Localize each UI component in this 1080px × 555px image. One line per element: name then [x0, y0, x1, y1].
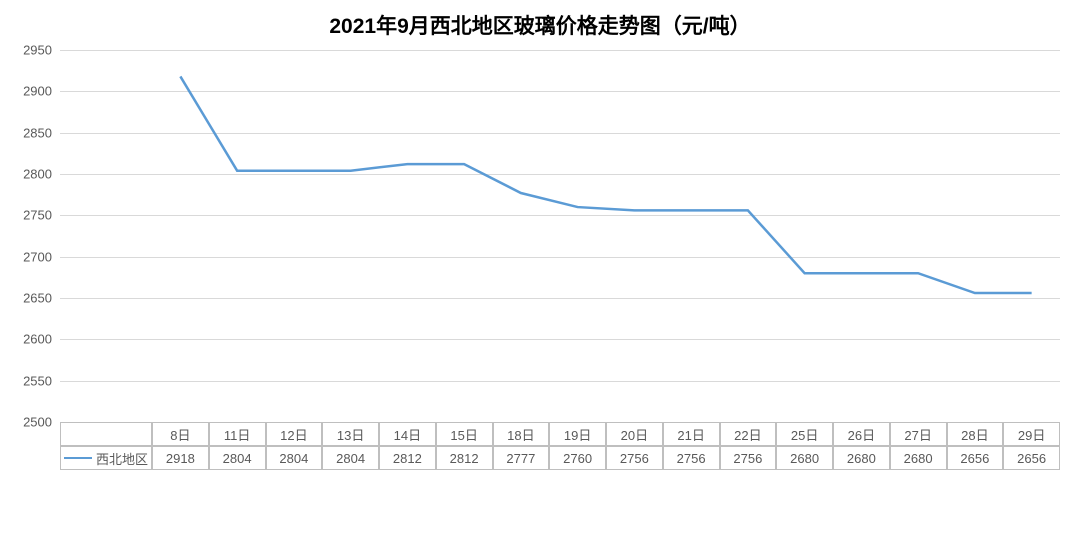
legend-spacer-cell [60, 422, 152, 446]
y-axis-label: 2750 [23, 208, 52, 223]
x-axis-category-cell: 20日 [606, 422, 663, 446]
chart-title: 2021年9月西北地区玻璃价格走势图（元/吨） [0, 10, 1080, 40]
data-value-cell: 2804 [266, 446, 323, 470]
chart-container: 2021年9月西北地区玻璃价格走势图（元/吨） 2500255026002650… [0, 0, 1080, 555]
x-axis-category-cell: 29日 [1003, 422, 1060, 446]
x-axis-category-cell: 14日 [379, 422, 436, 446]
legend-swatch [64, 457, 92, 459]
series-line [180, 76, 1031, 293]
y-axis-label: 2500 [23, 415, 52, 430]
legend-cell: 西北地区 [60, 446, 152, 470]
x-axis-category-cell: 11日 [209, 422, 266, 446]
x-axis-category-cell: 27日 [890, 422, 947, 446]
x-axis-category-cell: 8日 [152, 422, 209, 446]
x-axis-category-cell: 28日 [947, 422, 1004, 446]
data-value-cell: 2804 [322, 446, 379, 470]
x-axis-category-cell: 13日 [322, 422, 379, 446]
x-axis-category-cell: 18日 [493, 422, 550, 446]
x-axis-category-cell: 19日 [549, 422, 606, 446]
x-axis-category-cell: 26日 [833, 422, 890, 446]
data-value-cell: 2804 [209, 446, 266, 470]
x-axis-category-cell: 22日 [720, 422, 777, 446]
y-axis-label: 2800 [23, 167, 52, 182]
y-axis-label: 2650 [23, 291, 52, 306]
data-value-cell: 2680 [776, 446, 833, 470]
y-axis-label: 2700 [23, 249, 52, 264]
legend-text: 西北地区 [96, 449, 148, 468]
x-axis-category-cell: 21日 [663, 422, 720, 446]
data-value-cell: 2812 [436, 446, 493, 470]
y-axis-label: 2550 [23, 373, 52, 388]
y-axis-label: 2950 [23, 43, 52, 58]
line-series-svg [60, 50, 1060, 422]
y-axis-label: 2850 [23, 125, 52, 140]
data-value-cell: 2756 [720, 446, 777, 470]
x-axis-category-cell: 25日 [776, 422, 833, 446]
data-value-cell: 2680 [890, 446, 947, 470]
data-value-cell: 2656 [947, 446, 1004, 470]
data-value-cell: 2777 [493, 446, 550, 470]
data-value-cell: 2756 [663, 446, 720, 470]
data-table-category-row: 8日11日12日13日14日15日18日19日20日21日22日25日26日27… [60, 422, 1060, 446]
y-axis-label: 2600 [23, 332, 52, 347]
data-value-cell: 2656 [1003, 446, 1060, 470]
data-value-cell: 2918 [152, 446, 209, 470]
plot-area: 2500255026002650270027502800285029002950… [60, 50, 1060, 470]
data-value-cell: 2812 [379, 446, 436, 470]
x-axis-category-cell: 15日 [436, 422, 493, 446]
data-value-cell: 2680 [833, 446, 890, 470]
data-value-cell: 2756 [606, 446, 663, 470]
x-axis-category-cell: 12日 [266, 422, 323, 446]
y-axis-label: 2900 [23, 84, 52, 99]
data-value-cell: 2760 [549, 446, 606, 470]
data-table-series-row: 西北地区291828042804280428122812277727602756… [60, 446, 1060, 470]
